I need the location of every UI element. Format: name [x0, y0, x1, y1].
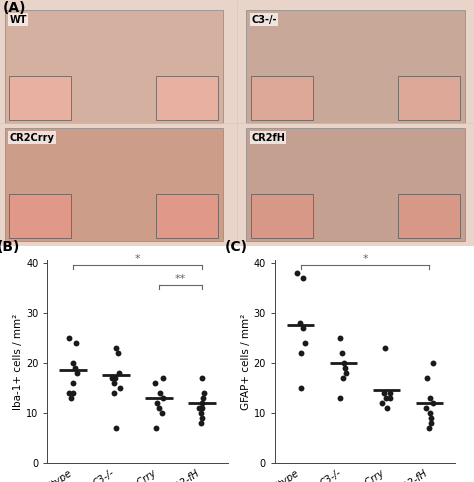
Bar	[156, 76, 218, 120]
Text: WT: WT	[9, 15, 27, 25]
Point	[115, 369, 122, 376]
Text: *: *	[135, 254, 140, 264]
Point	[110, 389, 118, 397]
Bar	[251, 194, 313, 239]
Point	[197, 419, 204, 427]
Point	[72, 339, 79, 347]
Bar	[9, 194, 71, 239]
Point	[381, 344, 388, 351]
Point	[297, 384, 304, 391]
Bar	[9, 76, 71, 120]
Point	[152, 424, 160, 431]
Point	[71, 364, 79, 372]
Text: C3-/-: C3-/-	[251, 15, 277, 25]
Point	[428, 414, 435, 422]
Bar	[251, 76, 313, 120]
Point	[342, 369, 350, 376]
Point	[116, 384, 123, 391]
Point	[426, 394, 434, 402]
Point	[156, 389, 164, 397]
Point	[198, 414, 205, 422]
Point	[299, 274, 307, 281]
Point	[159, 374, 166, 382]
Point	[427, 419, 435, 427]
Point	[386, 389, 394, 397]
Point	[383, 404, 391, 412]
Point	[338, 349, 346, 357]
Point	[299, 324, 306, 332]
Point	[198, 399, 205, 407]
Text: (C): (C)	[225, 240, 247, 254]
Bar	[398, 194, 460, 239]
Point	[336, 394, 344, 402]
Point	[336, 334, 344, 342]
Point	[66, 334, 73, 342]
Point	[380, 389, 388, 397]
Point	[340, 359, 347, 367]
Point	[429, 399, 437, 407]
Bar	[398, 76, 460, 120]
Point	[155, 404, 163, 412]
Point	[382, 394, 390, 402]
Point	[114, 349, 121, 357]
Point	[159, 394, 166, 402]
Point	[70, 379, 77, 387]
Point	[153, 399, 160, 407]
Text: CR2fH: CR2fH	[251, 133, 285, 143]
Point	[198, 404, 206, 412]
Point	[112, 424, 119, 431]
Point	[422, 404, 430, 412]
Point	[195, 404, 203, 412]
Point	[151, 379, 159, 387]
Point	[297, 349, 305, 357]
Bar	[156, 194, 218, 239]
Point	[386, 394, 394, 402]
Text: (A): (A)	[2, 1, 26, 15]
Bar	[246, 10, 465, 123]
Point	[69, 389, 77, 397]
Point	[67, 394, 75, 402]
Y-axis label: Iba-1+ cells / mm²: Iba-1+ cells / mm²	[13, 313, 23, 410]
Text: *: *	[362, 254, 368, 264]
Point	[197, 409, 204, 416]
Point	[425, 424, 433, 431]
Point	[341, 364, 349, 372]
Bar	[246, 128, 465, 241]
Point	[429, 359, 437, 367]
Point	[200, 394, 207, 402]
Point	[426, 409, 433, 416]
Point	[379, 399, 386, 407]
Point	[339, 374, 346, 382]
Text: (B): (B)	[0, 240, 20, 254]
Point	[159, 409, 166, 416]
Bar	[5, 128, 223, 241]
Point	[111, 374, 119, 382]
Point	[73, 369, 81, 376]
Point	[423, 374, 431, 382]
Point	[200, 389, 208, 397]
Point	[109, 374, 116, 382]
Y-axis label: GFAP+ cells / mm²: GFAP+ cells / mm²	[241, 313, 251, 410]
Point	[112, 344, 120, 351]
Point	[198, 374, 206, 382]
Text: CR2Crry: CR2Crry	[9, 133, 55, 143]
Point	[293, 269, 301, 277]
Bar	[5, 10, 223, 123]
Point	[301, 339, 309, 347]
Point	[110, 379, 118, 387]
Point	[296, 319, 304, 327]
Text: **: **	[175, 274, 186, 284]
Point	[66, 389, 73, 397]
Point	[69, 359, 76, 367]
